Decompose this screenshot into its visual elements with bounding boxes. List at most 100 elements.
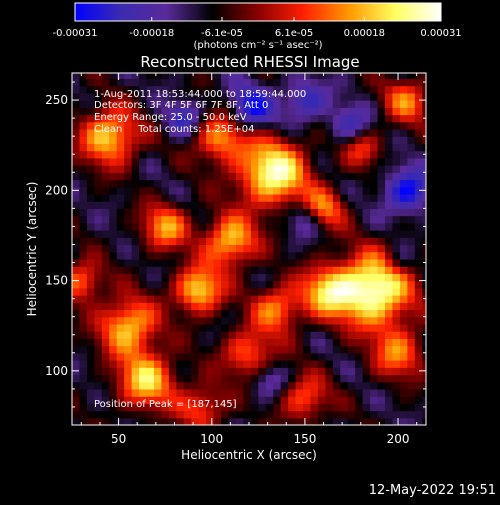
heatmap-cell	[116, 374, 125, 383]
heatmap-cell	[116, 114, 125, 123]
heatmap-cell	[355, 316, 364, 325]
heatmap-cell	[250, 403, 259, 412]
heatmap-cell	[258, 201, 267, 209]
heatmap-cell	[280, 338, 289, 347]
heatmap-cell	[206, 388, 215, 397]
heatmap-cell	[243, 128, 252, 137]
heatmap-cell	[101, 266, 110, 274]
heatmap-cell	[79, 302, 88, 311]
heatmap-cell	[414, 237, 423, 246]
heatmap-cell	[310, 273, 319, 282]
heatmap-cell	[176, 403, 185, 412]
heatmap-cell	[258, 273, 267, 282]
heatmap-cell	[161, 73, 170, 80]
heatmap-cell	[392, 215, 401, 224]
heatmap-cell	[377, 338, 386, 347]
heatmap-cell	[116, 331, 125, 339]
heatmap-cell	[153, 143, 163, 152]
heatmap-cell	[325, 374, 334, 383]
heatmap-cell	[176, 410, 185, 419]
heatmap-cell	[392, 287, 401, 296]
heatmap-cell	[310, 150, 319, 159]
heatmap-cell	[265, 172, 274, 181]
heatmap-cell	[206, 280, 215, 289]
heatmap-cell	[385, 302, 394, 311]
heatmap-cell	[295, 302, 304, 311]
annotation-time-range: 1-Aug-2011 18:53:44.000 to 18:59:44.000	[94, 89, 306, 100]
heatmap-cell	[183, 381, 192, 390]
heatmap-cell	[399, 266, 408, 274]
heatmap-cell	[332, 410, 341, 419]
heatmap-cell	[146, 417, 155, 425]
heatmap-cell	[176, 258, 185, 267]
heatmap-cell	[228, 143, 237, 152]
heatmap-cell	[153, 100, 163, 108]
heatmap-cell	[101, 179, 110, 188]
heatmap-cell	[310, 367, 319, 376]
heatmap-cell	[124, 114, 133, 123]
heatmap-cell	[332, 287, 341, 296]
x-tick-label: 150	[293, 432, 316, 446]
heatmap-cell	[362, 345, 371, 354]
heatmap-cell	[191, 100, 200, 108]
heatmap-cell	[161, 201, 170, 209]
heatmap-cell	[206, 309, 215, 318]
heatmap-cell	[72, 352, 81, 361]
heatmap-cell	[317, 396, 326, 404]
heatmap-cell	[377, 323, 386, 332]
heatmap-cell	[168, 287, 177, 296]
heatmap-cell	[124, 172, 133, 181]
heatmap-cell	[168, 266, 177, 274]
heatmap-cell	[153, 360, 163, 368]
colorbar-unit-label: (photons cm⁻² s⁻¹ asec⁻²)	[193, 40, 322, 51]
heatmap-cell	[414, 73, 423, 80]
heatmap-cell	[146, 179, 155, 188]
heatmap-cell	[273, 280, 282, 289]
heatmap-cell	[72, 258, 81, 267]
heatmap-cell	[228, 338, 237, 347]
heatmap-cell	[101, 258, 110, 267]
heatmap-cell	[370, 73, 379, 80]
heatmap-cell	[109, 251, 118, 260]
heatmap-cell	[422, 157, 426, 166]
heatmap-cell	[116, 287, 125, 296]
heatmap-cell	[94, 165, 103, 173]
heatmap-cell	[325, 237, 334, 246]
heatmap-cell	[317, 165, 326, 173]
heatmap-cell	[228, 172, 237, 181]
heatmap-cell	[347, 251, 356, 260]
heatmap-cell	[377, 85, 386, 94]
heatmap-cell	[407, 244, 416, 253]
heatmap-cell	[153, 410, 163, 419]
heatmap-cell	[109, 345, 118, 354]
heatmap-cell	[414, 396, 423, 404]
heatmap-cell	[347, 374, 356, 383]
heatmap-cell	[168, 193, 177, 202]
heatmap-cell	[303, 367, 312, 376]
heatmap-cell	[161, 157, 170, 166]
heatmap-cell	[317, 244, 326, 253]
heatmap-cell	[213, 172, 222, 181]
heatmap-cell	[370, 201, 379, 209]
heatmap-cell	[183, 143, 192, 152]
heatmap-cell	[340, 114, 349, 123]
heatmap-cell	[392, 136, 401, 144]
heatmap-cell	[161, 244, 170, 253]
heatmap-cell	[280, 403, 289, 412]
heatmap-cell	[235, 280, 245, 289]
heatmap-cell	[317, 352, 326, 361]
heatmap-cell	[146, 78, 155, 87]
heatmap-cell	[116, 316, 125, 325]
peak-position-label: Position of Peak = [187,145]	[94, 399, 237, 410]
heatmap-cell	[86, 114, 95, 123]
heatmap-cell	[265, 309, 274, 318]
heatmap-cell	[414, 323, 423, 332]
heatmap-cell	[72, 280, 81, 289]
heatmap-cell	[317, 374, 326, 383]
heatmap-cell	[161, 186, 170, 195]
heatmap-cell	[228, 331, 237, 339]
heatmap-cell	[146, 345, 155, 354]
heatmap-cell	[362, 121, 371, 130]
heatmap-cell	[392, 410, 401, 419]
heatmap-cell	[183, 309, 192, 318]
